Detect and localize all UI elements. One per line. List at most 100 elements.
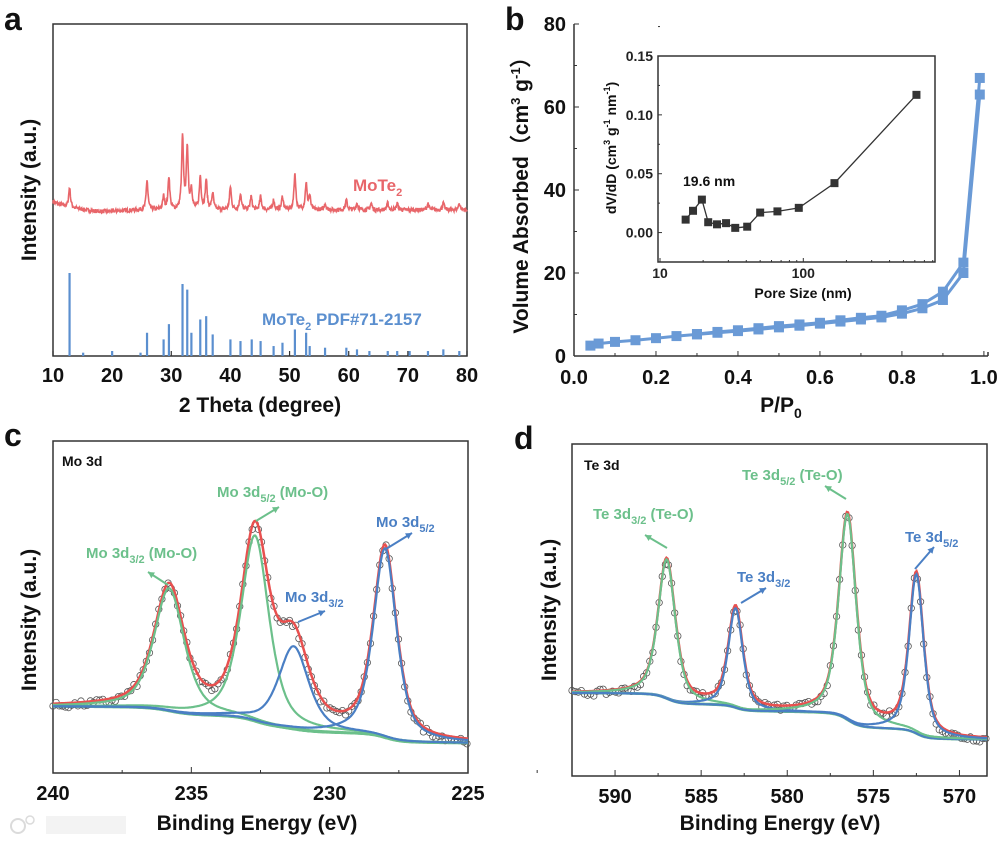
data-point-adsorption bbox=[609, 336, 620, 347]
data-point-desorption bbox=[855, 312, 866, 323]
component-label: Te 3d3/2 (Te-O) bbox=[593, 506, 694, 527]
inset-data-point bbox=[830, 179, 839, 188]
data-point-adsorption bbox=[650, 333, 661, 344]
data-point-adsorption bbox=[630, 335, 641, 346]
xlabel-c: Binding Energy (eV) bbox=[157, 812, 358, 835]
inset-y-tick-label: 0.00 bbox=[626, 225, 653, 241]
inset-data-point bbox=[912, 90, 921, 99]
xlabel-d: Binding Energy (eV) bbox=[680, 812, 881, 835]
x-tick-label: 585 bbox=[684, 786, 717, 808]
component-label: Te 3d3/2 bbox=[737, 569, 790, 590]
component-label: Mo 3d5/2 (Mo-O) bbox=[217, 484, 328, 505]
watermark-logo bbox=[10, 815, 126, 834]
x-tick-label: 0.0 bbox=[560, 367, 588, 389]
arrow-head-icon bbox=[825, 486, 832, 493]
inset-data-point bbox=[794, 203, 803, 212]
component-label-main: Mo 3d bbox=[376, 514, 419, 531]
component-label-main: Te 3d bbox=[593, 506, 631, 523]
component-label: Mo 3d5/2 bbox=[376, 514, 435, 535]
x-tick-label: 60 bbox=[338, 365, 360, 387]
inset-y-tick-label: 0.15 bbox=[626, 48, 653, 64]
arrow-head-icon bbox=[318, 610, 325, 617]
plot-frame bbox=[571, 443, 988, 777]
inset-data-point bbox=[773, 207, 782, 216]
inset-x-tick-label: 10 bbox=[652, 265, 668, 281]
arrow-head-icon bbox=[148, 572, 155, 579]
x-tick-label: 0.8 bbox=[888, 367, 916, 389]
panel-letter-b: b bbox=[505, 1, 525, 37]
background-line bbox=[572, 691, 987, 741]
panel-letter-d: d bbox=[514, 420, 534, 456]
x-tick-label: 575 bbox=[857, 786, 890, 808]
panel-b-isotherm: 0 20 40 60 80 0.0 0.2 0.4 0.6 0.8 1.0 0.00 0.05 0.10 0… bbox=[544, 14, 998, 389]
component-fit-line bbox=[52, 534, 468, 744]
component-label-main: Mo 3d bbox=[285, 589, 328, 606]
inset-ylabel: dV/dD (cm3 g-1 nm-1) bbox=[602, 82, 619, 214]
x-tick-label: 10 bbox=[42, 365, 64, 387]
x-tick-label: 230 bbox=[313, 783, 346, 805]
arrow-head-icon bbox=[645, 535, 652, 541]
data-point-desorption bbox=[773, 321, 784, 332]
series-line-mote2 bbox=[52, 133, 468, 215]
inset-y-tick-label: 0.05 bbox=[626, 166, 653, 182]
data-point-adsorption bbox=[937, 294, 948, 305]
data-point-desorption bbox=[974, 72, 985, 83]
data-point-desorption bbox=[958, 257, 969, 268]
background-line bbox=[53, 705, 468, 745]
x-tick-label: 580 bbox=[771, 786, 804, 808]
inset-data-point bbox=[731, 223, 740, 232]
inset-data-point bbox=[743, 222, 752, 231]
data-point-desorption bbox=[937, 286, 948, 297]
component-label-sub: 3/2 bbox=[775, 578, 790, 590]
data-point-adsorption bbox=[593, 338, 604, 349]
inset-data-point bbox=[697, 195, 706, 204]
component-label-sub: 3/2 bbox=[328, 598, 343, 610]
inset-data-point bbox=[681, 215, 690, 224]
component-label-rest: (Mo-O) bbox=[145, 545, 197, 562]
data-point bbox=[892, 709, 900, 717]
ylabel-a: Intensity (a.u.) bbox=[18, 119, 41, 261]
arrow-head-icon bbox=[927, 547, 934, 554]
y-tick-label: 60 bbox=[544, 97, 566, 119]
component-fit-line bbox=[53, 547, 469, 742]
arrow-head-icon bbox=[405, 533, 412, 540]
component-label-main: Te 3d bbox=[742, 467, 780, 484]
data-point-desorption bbox=[876, 310, 887, 321]
x-tick-label: 240 bbox=[36, 783, 69, 805]
title-d: Te 3d bbox=[584, 457, 620, 473]
y-tick-label: 0 bbox=[555, 346, 566, 368]
inset-data-point bbox=[722, 219, 731, 228]
x-tick-label: 20 bbox=[101, 365, 123, 387]
plot-frame bbox=[52, 23, 468, 357]
data-point-desorption bbox=[712, 326, 723, 337]
ylabel-b: Volume Absorbed（cm3 g-1） bbox=[508, 46, 533, 333]
data-point-desorption bbox=[896, 305, 907, 316]
component-fit-line bbox=[53, 587, 469, 744]
inset-x-tick-label: 100 bbox=[792, 265, 816, 281]
inset-frame bbox=[657, 55, 936, 263]
component-label-main: Te 3d bbox=[905, 529, 943, 546]
x-tick-label: 30 bbox=[160, 365, 182, 387]
data-point-desorption bbox=[917, 299, 928, 310]
component-label: Te 3d5/2 (Te-O) bbox=[742, 467, 843, 488]
x-tick-label: 0.2 bbox=[642, 367, 670, 389]
x-tick-label: 590 bbox=[598, 786, 631, 808]
panel-letter-c: c bbox=[4, 417, 22, 453]
title-c: Mo 3d bbox=[62, 453, 102, 469]
arrow-head-icon bbox=[759, 588, 766, 594]
x-tick-label: 50 bbox=[278, 365, 300, 387]
series-label-mote2: MoTe2 bbox=[353, 176, 402, 199]
component-label-sub: 5/2 bbox=[260, 493, 275, 505]
component-label-main: Te 3d bbox=[737, 569, 775, 586]
component-label: Te 3d5/2 bbox=[905, 529, 958, 550]
inset-data-point bbox=[756, 208, 765, 217]
component-label-rest: (Te-O) bbox=[646, 506, 693, 523]
panel-letter-a: a bbox=[4, 1, 22, 37]
x-tick-label: 80 bbox=[456, 365, 478, 387]
arrow-head-icon bbox=[272, 507, 279, 514]
component-label-main: Mo 3d bbox=[86, 545, 129, 562]
ylabel-c: Intensity (a.u.) bbox=[18, 549, 41, 691]
